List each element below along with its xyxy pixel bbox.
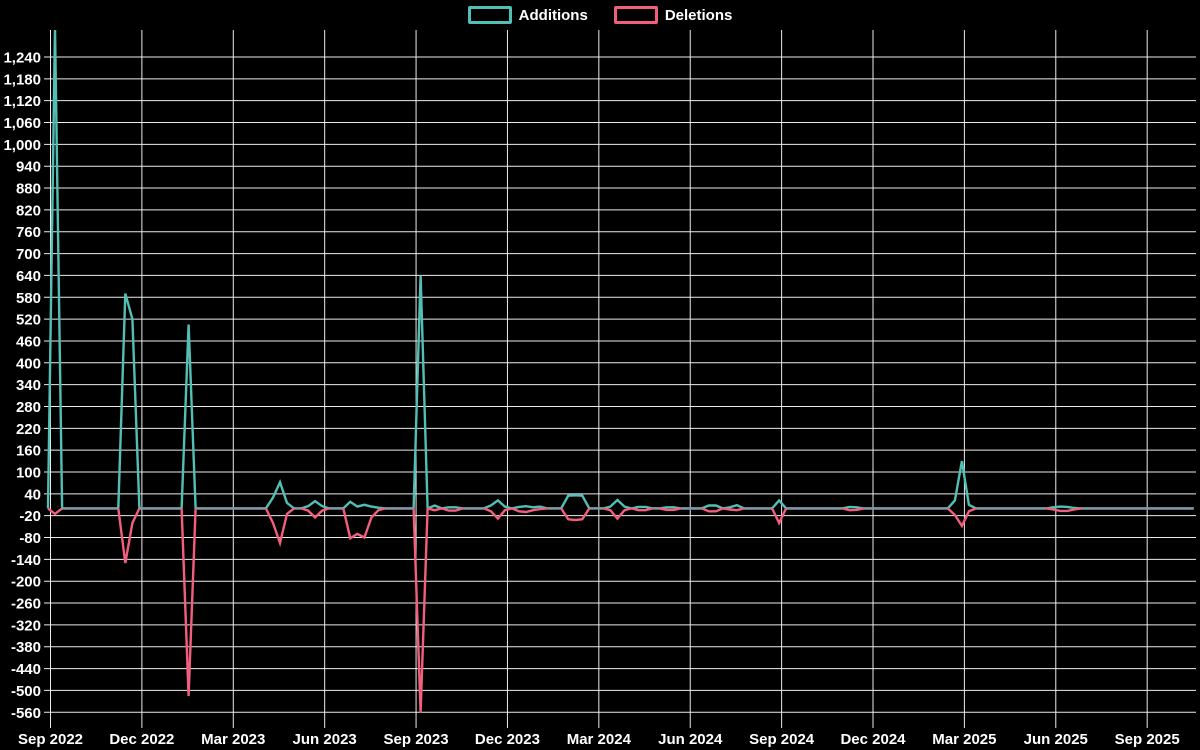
additions-line-segment	[483, 498, 513, 510]
deletions-line-segment	[946, 507, 977, 529]
y-tick-label: 760	[16, 224, 41, 241]
y-tick-label: 280	[16, 399, 41, 416]
legend-label-additions: Additions	[518, 6, 588, 24]
additions-line-segment	[701, 504, 724, 510]
x-tick-label: Dec 2022	[109, 731, 174, 748]
x-tick-label: Jun 2024	[658, 731, 723, 748]
deletions-line-segment	[412, 508, 429, 713]
deletions-line-segment	[560, 507, 591, 522]
deletions-line-segment	[47, 507, 63, 516]
deletions-line-segment	[659, 507, 681, 512]
y-tick-label: -320	[11, 617, 41, 634]
additions-line-segment	[342, 500, 386, 510]
deletions-line-segment	[631, 507, 653, 512]
y-tick-label: 1,180	[3, 71, 41, 88]
legend-label-deletions: Deletions	[664, 6, 733, 24]
grid: Sep 2022 Dec 2022 Mar 2023 Jun 2023 Sep 2023…	[3, 30, 1196, 748]
additions-line-segment	[603, 498, 632, 510]
y-tick-label: -80	[19, 530, 41, 547]
deletions-swatch-icon	[613, 6, 658, 24]
y-tick-label: 100	[16, 464, 41, 481]
deletions-line-segment	[771, 507, 788, 526]
additions-line-segment	[441, 506, 463, 510]
y-tick-label: -260	[11, 596, 41, 613]
additions-line-segment	[1046, 505, 1082, 510]
deletions-line-segment	[180, 508, 197, 696]
y-tick-label: 700	[16, 246, 41, 263]
y-tick-label: 820	[16, 202, 41, 219]
additions-line-segment	[631, 505, 653, 510]
additions-line-segment	[117, 293, 141, 509]
deletions-line-segment	[1046, 507, 1082, 513]
y-tick-label: -380	[11, 639, 41, 656]
y-tick-label: 220	[16, 421, 41, 438]
additions-swatch-icon	[467, 6, 512, 24]
deletions-line-segment	[264, 507, 295, 548]
additions-line-segment	[946, 460, 977, 510]
deletions-line-segment	[603, 507, 632, 521]
x-tick-label: Mar 2024	[567, 731, 632, 748]
deletions-line-segment	[300, 507, 330, 520]
x-tick-label: Jun 2025	[1024, 731, 1088, 748]
y-tick-label: 160	[16, 443, 41, 460]
y-tick-label: 1,060	[3, 115, 41, 132]
x-tick-label: Mar 2025	[932, 731, 996, 748]
deletions-line-segment	[722, 507, 745, 512]
deletions-line-segment	[427, 507, 442, 512]
deletions-line-segment	[511, 507, 548, 514]
x-tick-label: Dec 2024	[840, 731, 906, 748]
additions-line-segment	[771, 498, 788, 510]
additions-line-segment	[180, 324, 197, 509]
deletions-line-segment	[342, 507, 386, 541]
y-tick-label: 1,240	[3, 49, 41, 66]
additions-line-segment	[427, 504, 443, 510]
y-tick-label: 1,000	[3, 137, 41, 154]
x-tick-label: Mar 2023	[201, 731, 265, 748]
y-tick-label: 460	[16, 333, 41, 350]
y-tick-label: -200	[11, 574, 41, 591]
y-tick-label: 880	[16, 181, 41, 198]
legend-item-additions[interactable]: Additions	[467, 6, 588, 24]
plot-area	[46, 30, 1194, 713]
y-tick-label: 340	[16, 377, 41, 394]
y-tick-label: 40	[24, 486, 41, 503]
deletions-line-segment	[842, 507, 864, 512]
y-tick-label: -20	[19, 508, 41, 525]
y-tick-label: 640	[16, 268, 41, 285]
additions-line-segment	[560, 494, 591, 509]
x-tick-label: Jun 2023	[293, 731, 357, 748]
y-tick-label: -560	[11, 705, 41, 722]
x-tick-label: Sep 2024	[749, 731, 815, 748]
x-tick-label: Sep 2022	[18, 731, 83, 748]
additions-line-segment	[300, 499, 330, 510]
deletions-line-segment	[441, 507, 464, 512]
x-tick-label: Sep 2023	[384, 731, 449, 748]
x-tick-label: Dec 2023	[475, 731, 540, 748]
y-tick-label: -440	[11, 661, 41, 678]
deletions-line-segment	[701, 507, 724, 513]
additions-line-segment	[659, 506, 681, 510]
y-tick-label: 1,120	[3, 93, 41, 110]
y-tick-label: -140	[11, 552, 41, 569]
additions-line-segment	[511, 504, 548, 510]
y-tick-label: 520	[16, 312, 41, 329]
y-tick-label: -500	[11, 683, 41, 700]
y-tick-label: 580	[16, 290, 41, 307]
y-tick-label: 400	[16, 355, 41, 372]
chart-legend: Additions Deletions	[0, 6, 1200, 24]
additions-line-segment	[842, 505, 864, 510]
deletions-line-segment	[483, 507, 513, 521]
x-tick-label: Sep 2025	[1115, 731, 1180, 748]
deletions-line-segment	[117, 507, 141, 564]
legend-item-deletions[interactable]: Deletions	[613, 6, 733, 24]
additions-line-segment	[264, 478, 295, 510]
additions-line-segment	[412, 275, 429, 509]
y-tick-label: 940	[16, 159, 41, 176]
additions-line-segment	[46, 30, 64, 509]
